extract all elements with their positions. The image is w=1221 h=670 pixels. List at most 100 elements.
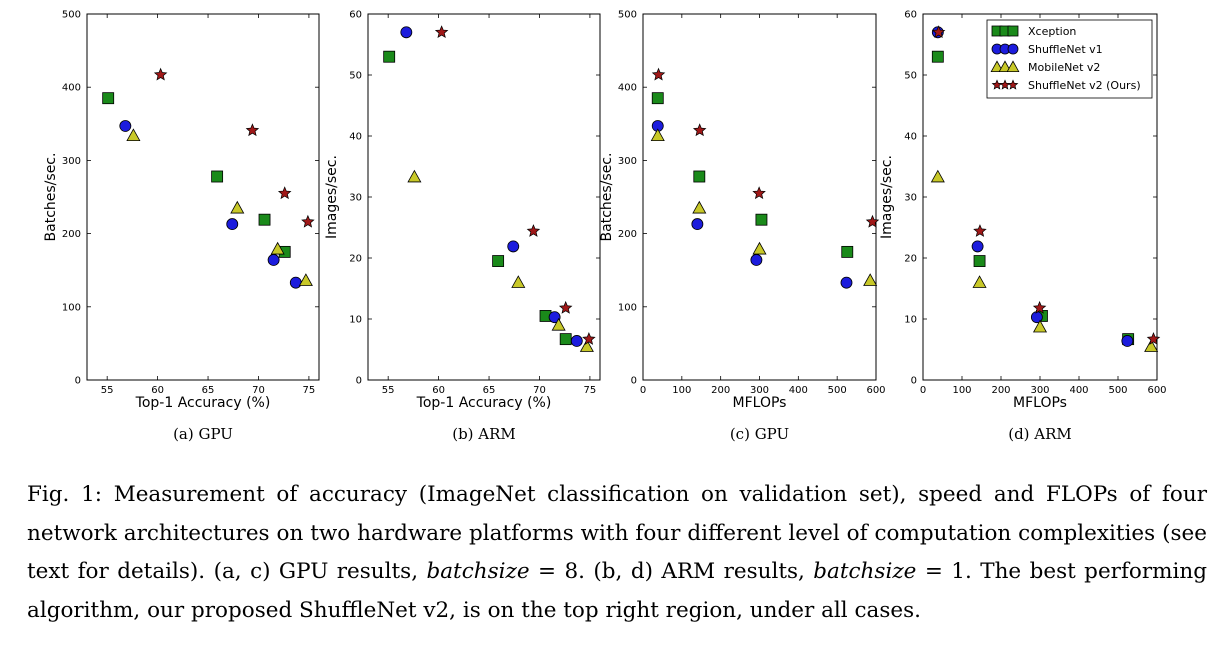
y-tick-label: 0 — [911, 376, 917, 387]
data-point — [1146, 332, 1161, 345]
y-tick-label: 500 — [62, 10, 81, 21]
data-point — [153, 67, 168, 81]
data-point — [650, 128, 665, 141]
legend-marker — [1006, 60, 1020, 72]
data-point — [750, 254, 763, 266]
legend-marker — [1007, 79, 1019, 90]
x-tick-label: 100 — [672, 385, 691, 396]
data-point — [267, 254, 280, 266]
y-tick-label: 50 — [904, 71, 917, 82]
x-axis-label: Top-1 Accuracy (%) — [135, 395, 271, 411]
y-tick-label: 100 — [618, 302, 637, 313]
y-tick-label: 300 — [62, 156, 81, 167]
x-tick-label: 65 — [202, 385, 215, 396]
data-point — [102, 92, 115, 105]
y-axis-label: Batches/sec. — [599, 153, 615, 242]
data-point — [692, 123, 707, 137]
series-mobilenet-v2 — [930, 169, 1159, 352]
data-point — [211, 170, 224, 183]
data-point — [492, 255, 505, 267]
x-tick-label: 300 — [1030, 385, 1049, 396]
caption-part-3: = 1. The best performing algorithm, our … — [27, 559, 1207, 623]
series-shufflenet-v2-ours — [931, 25, 1161, 345]
data-point — [651, 67, 666, 81]
y-tick-label: 10 — [904, 315, 917, 326]
plot-frame — [642, 13, 877, 381]
series-mobilenet-v2 — [407, 169, 594, 352]
data-point — [693, 170, 706, 183]
x-tick-label: 70 — [252, 385, 265, 396]
data-point — [400, 26, 413, 39]
legend-marker — [998, 60, 1012, 72]
x-tick-label: 75 — [584, 385, 597, 396]
caption-var-2: batchsize — [813, 559, 917, 584]
data-point — [930, 169, 945, 183]
data-point — [126, 128, 141, 141]
data-point — [548, 311, 561, 324]
data-point — [277, 186, 292, 200]
data-point — [755, 213, 768, 226]
y-tick-label: 50 — [349, 71, 362, 82]
caption-var-1: batchsize — [426, 559, 530, 584]
data-point — [691, 218, 704, 231]
legend-label: ShuffleNet v2 (Ours) — [1028, 79, 1141, 92]
data-point — [570, 335, 583, 347]
data-point — [973, 255, 986, 267]
y-tick-label: 400 — [618, 83, 637, 94]
x-tick-label: 200 — [991, 385, 1010, 396]
subfigure-caption: (c) GPU — [730, 425, 789, 443]
legend-marker — [990, 60, 1004, 72]
data-point — [119, 120, 132, 132]
y-tick-label: 30 — [904, 193, 917, 204]
x-tick-label: 60 — [151, 385, 164, 396]
data-point — [692, 200, 707, 214]
x-tick-label: 60 — [432, 385, 445, 396]
x-tick-label: 100 — [952, 385, 971, 396]
y-tick-label: 40 — [349, 132, 362, 143]
data-point — [1030, 311, 1043, 324]
x-tick-label: 75 — [303, 385, 316, 396]
data-point — [258, 213, 271, 226]
data-point — [1144, 339, 1159, 352]
data-point — [971, 240, 984, 253]
data-point — [840, 276, 853, 289]
caption-part-2: = 8. (b, d) ARM results, — [529, 559, 814, 584]
data-point — [270, 241, 285, 255]
data-point — [973, 224, 987, 237]
series-shufflenet-v1 — [651, 120, 853, 289]
legend-label: Xception — [1028, 25, 1076, 38]
x-tick-label: 65 — [483, 385, 496, 396]
data-point — [863, 273, 878, 286]
data-point — [289, 276, 302, 289]
data-point — [752, 241, 767, 255]
legend-label: ShuffleNet v1 — [1028, 43, 1103, 56]
y-tick-label: 100 — [62, 302, 81, 313]
legend-marker — [1007, 25, 1019, 37]
data-point — [651, 92, 664, 105]
y-tick-label: 60 — [349, 10, 362, 21]
data-point — [298, 273, 313, 286]
y-tick-label: 0 — [631, 376, 637, 387]
y-tick-label: 10 — [349, 315, 362, 326]
series-xception — [651, 92, 854, 258]
data-point — [526, 224, 541, 237]
x-tick-label: 0 — [920, 385, 926, 396]
data-point — [972, 275, 987, 288]
y-tick-label: 400 — [62, 83, 81, 94]
x-tick-label: 300 — [750, 385, 769, 396]
data-point — [931, 25, 946, 39]
series-xception — [383, 50, 572, 346]
panel-3: 0 100 200 300 400 500 600 0 100 200 300 400 500 MFLOP… — [599, 10, 886, 444]
series-shufflenet-v1 — [400, 26, 583, 347]
data-point — [865, 214, 880, 228]
legend-marker — [1007, 43, 1019, 55]
data-point — [559, 333, 572, 346]
y-tick-label: 30 — [349, 193, 362, 204]
data-point — [1032, 300, 1047, 314]
y-tick-label: 0 — [356, 376, 362, 387]
y-axis-label: Images/sec. — [324, 155, 340, 239]
series-shufflenet-v2-ours — [153, 67, 315, 228]
data-point — [841, 245, 854, 258]
